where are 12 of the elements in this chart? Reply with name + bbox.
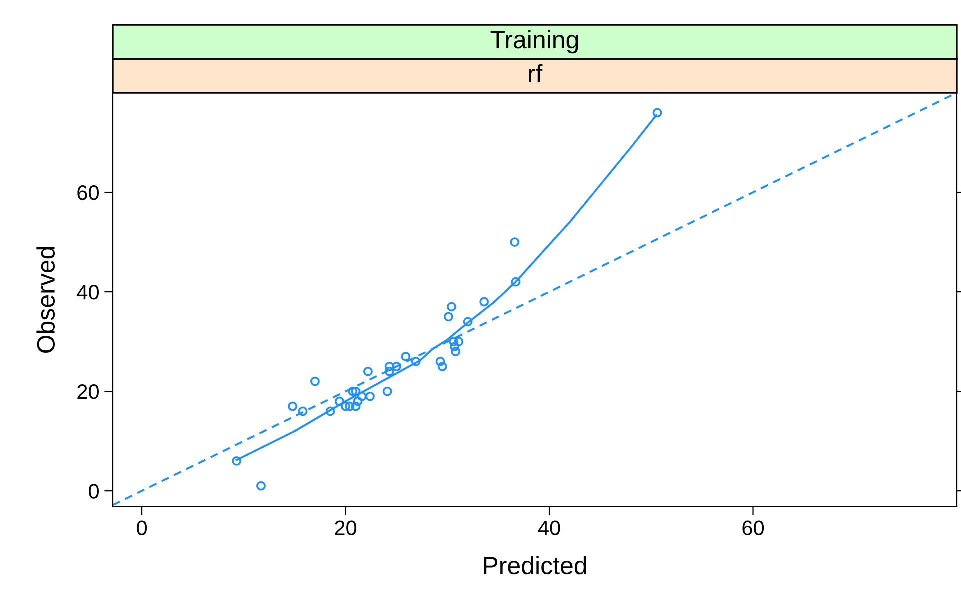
x-tick-label: 0 xyxy=(137,520,148,536)
y-axis-title: Observed xyxy=(36,247,56,354)
x-tick-label: 20 xyxy=(335,520,357,536)
y-tick-label: 0 xyxy=(89,484,99,499)
y-tick-label: 60 xyxy=(78,186,99,200)
chart-title: Training xyxy=(490,30,578,54)
y-tick-label: 20 xyxy=(78,384,99,400)
x-tick-label: 60 xyxy=(742,520,764,536)
chart-subtitle: rf xyxy=(529,64,543,82)
x-tick-label: 40 xyxy=(538,520,560,536)
y-tick-label: 40 xyxy=(77,285,99,300)
x-axis-title: Predicted xyxy=(484,556,586,575)
